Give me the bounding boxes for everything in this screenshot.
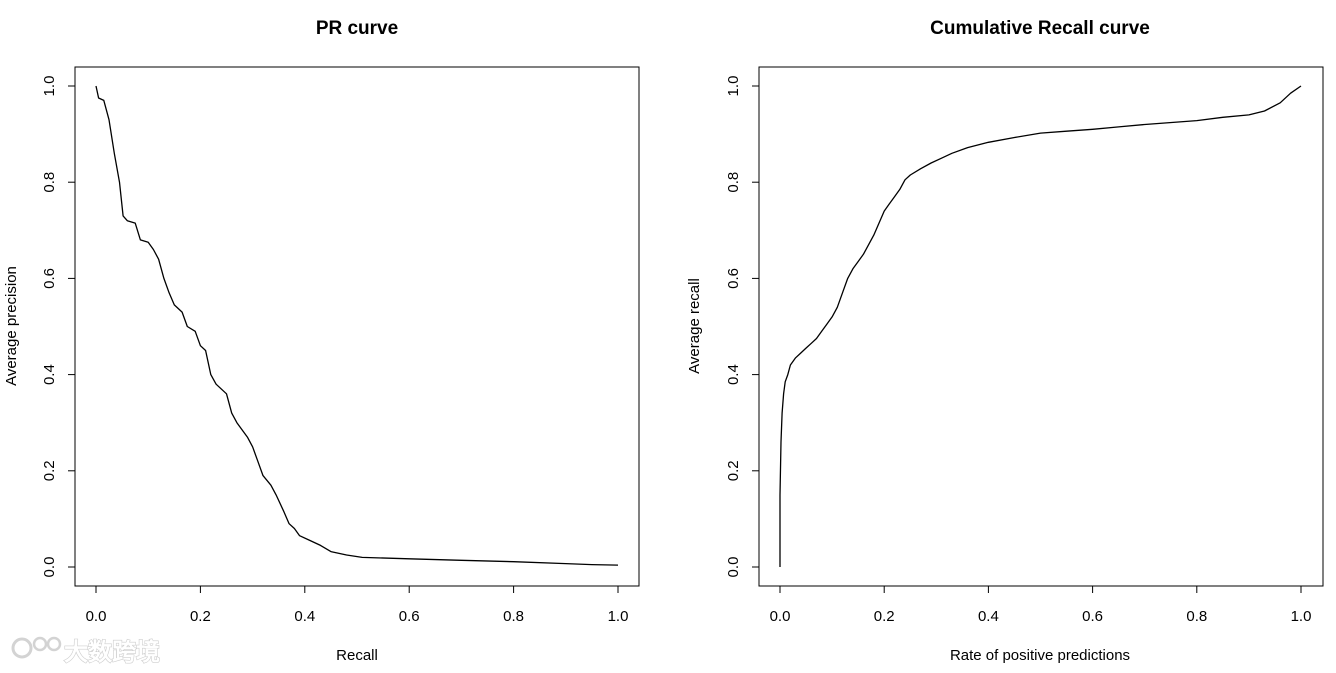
plot-frame <box>74 66 640 587</box>
x-tick-label: 0.0 <box>770 608 791 625</box>
x-tick-label: 0.6 <box>1082 608 1103 625</box>
chart-title: Cumulative Recall curve <box>930 18 1150 39</box>
x-tick-label: 1.0 <box>608 608 629 625</box>
x-axis-label: Rate of positive predictions <box>950 647 1130 664</box>
y-axis: 0.0 0.2 0.4 0.6 0.8 1.0 <box>41 76 76 578</box>
y-tick-label: 0.2 <box>41 460 58 481</box>
x-tick-label: 0.6 <box>399 608 420 625</box>
x-tick-label: 0.0 <box>86 608 107 625</box>
y-axis-label: Average precision <box>3 266 20 386</box>
x-tick-label: 0.8 <box>1186 608 1207 625</box>
x-tick-label: 0.4 <box>294 608 315 625</box>
plot-frame <box>758 66 1324 587</box>
y-tick-label: 0.0 <box>725 557 742 578</box>
x-tick-label: 0.2 <box>874 608 895 625</box>
y-tick-label: 0.6 <box>725 268 742 289</box>
chart-title: PR curve <box>316 18 398 39</box>
x-tick-label: 0.8 <box>503 608 524 625</box>
y-tick-label: 0.4 <box>725 364 742 385</box>
pr-series-line <box>95 85 619 566</box>
cumulative-recall-panel: Cumulative Recall curve 0.0 0.2 0.4 0.6 0.8 1… <box>686 18 1324 664</box>
x-axis: 0.0 0.2 0.4 0.6 0.8 1.0 <box>770 585 1312 625</box>
y-tick-label: 0.2 <box>725 460 742 481</box>
y-axis: 0.0 0.2 0.4 0.6 0.8 1.0 <box>725 76 760 578</box>
y-tick-label: 0.8 <box>41 172 58 193</box>
x-axis-label: Recall <box>336 647 378 664</box>
pr-curve-panel: PR curve 0.0 0.2 0.4 0.6 0.8 1.0 0.0 0.2 0.4 0.6… <box>3 18 640 664</box>
x-tick-label: 0.2 <box>190 608 211 625</box>
y-tick-label: 0.6 <box>41 268 58 289</box>
x-axis: 0.0 0.2 0.4 0.6 0.8 1.0 <box>86 585 629 625</box>
y-tick-label: 0.0 <box>41 557 58 578</box>
watermark-ring-icon <box>32 636 48 652</box>
cumulative-recall-series-line <box>779 85 1302 567</box>
watermark-logo: 大数跨境 <box>11 636 161 667</box>
y-tick-label: 0.4 <box>41 364 58 385</box>
watermark-ring-icon <box>11 637 33 659</box>
y-tick-label: 0.8 <box>725 172 742 193</box>
watermark-text: 大数跨境 <box>64 638 160 666</box>
y-tick-label: 1.0 <box>41 76 58 97</box>
watermark-ring-icon <box>46 636 62 652</box>
y-tick-label: 1.0 <box>725 76 742 97</box>
x-tick-label: 1.0 <box>1291 608 1312 625</box>
x-tick-label: 0.4 <box>978 608 999 625</box>
y-axis-label: Average recall <box>686 278 703 374</box>
